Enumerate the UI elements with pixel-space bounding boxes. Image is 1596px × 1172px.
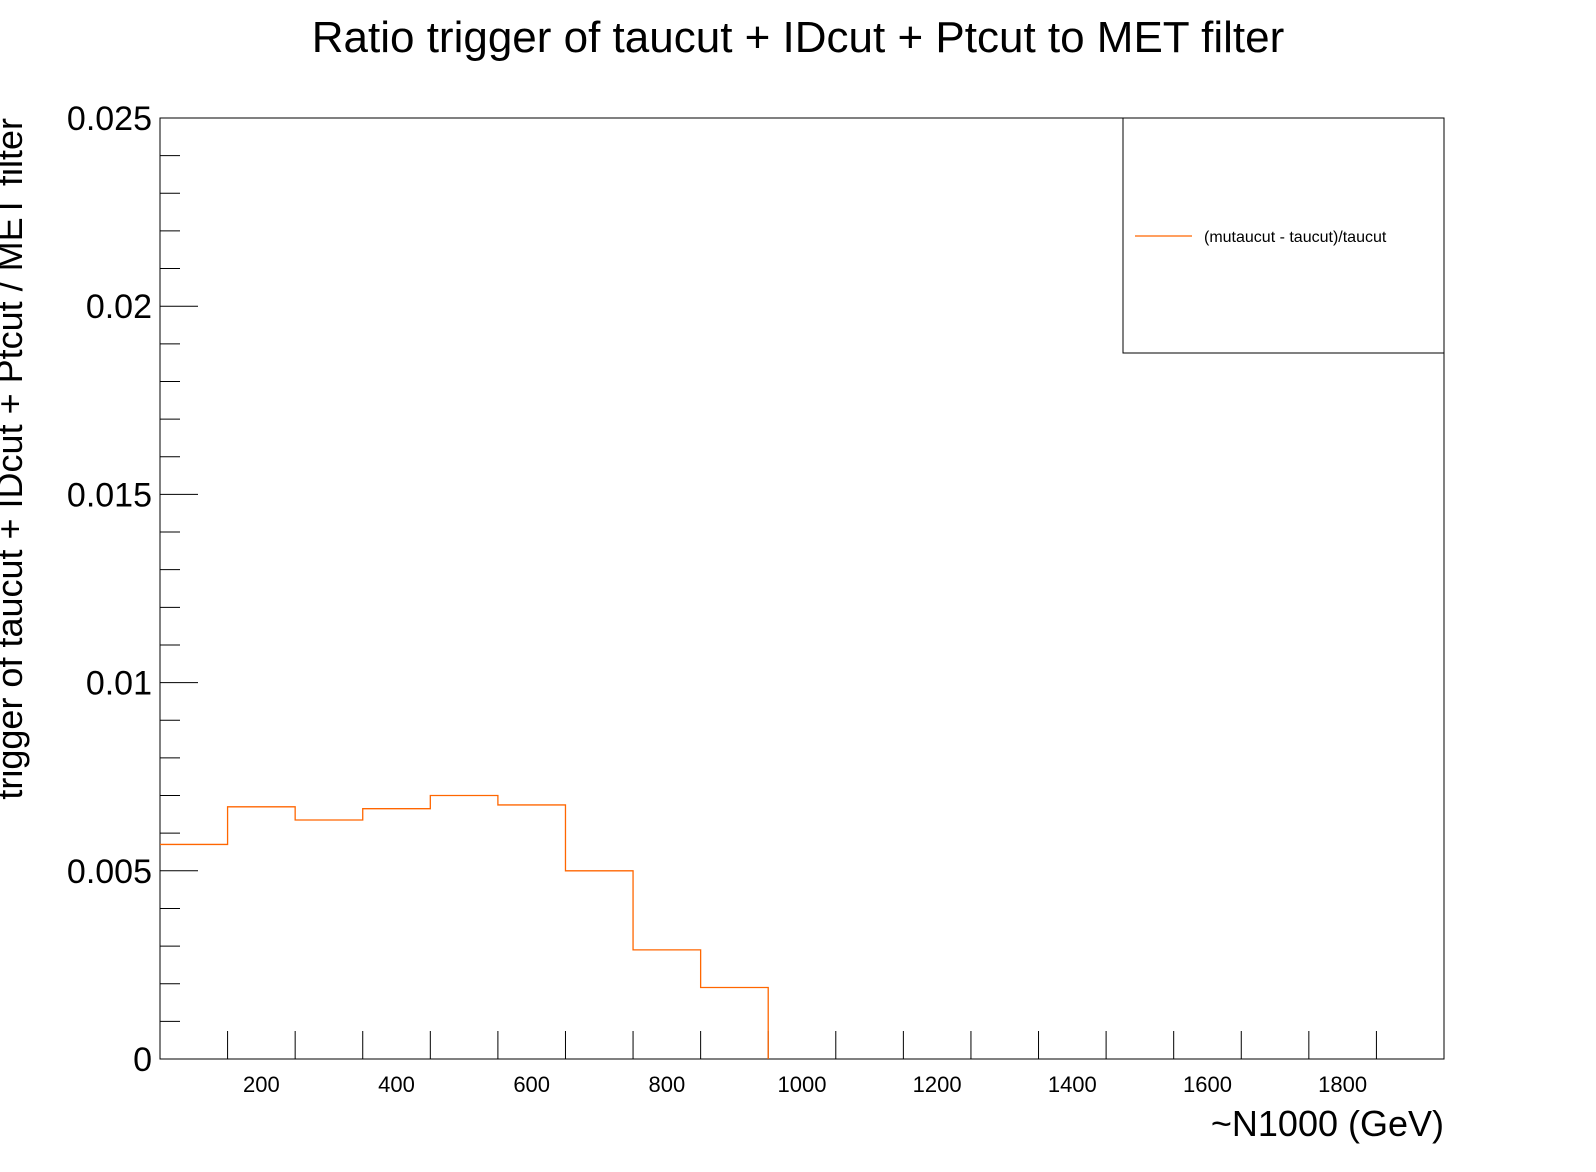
x-tick-label: 1600 xyxy=(1183,1072,1232,1097)
chart-title: Ratio trigger of taucut + IDcut + Ptcut … xyxy=(312,13,1285,62)
x-tick-label: 800 xyxy=(648,1072,685,1097)
axes xyxy=(159,117,1445,1060)
x-tick-label: 1800 xyxy=(1318,1072,1367,1097)
y-tick-label: 0.01 xyxy=(86,665,152,703)
series-layer xyxy=(160,794,769,1059)
y-tick-label: 0.005 xyxy=(67,853,152,891)
x-tick-label: 1200 xyxy=(913,1072,962,1097)
y-axis-title: trigger of taucut + IDcut + Ptcut / MET … xyxy=(0,118,30,800)
y-tick-label: 0.015 xyxy=(67,476,152,514)
x-tick-labels: 200 400 600 800 1000 1200 1400 1600 1800 xyxy=(243,1072,1367,1097)
x-tick-label: 1400 xyxy=(1048,1072,1097,1097)
legend: (mutaucut - taucut)/taucut xyxy=(1122,117,1445,354)
series-line-0 xyxy=(160,794,769,1059)
x-tick-label: 600 xyxy=(513,1072,550,1097)
legend-entry-label: (mutaucut - taucut)/taucut xyxy=(1204,229,1387,246)
x-tick-label: 200 xyxy=(243,1072,280,1097)
x-axis-title: ~N1000 (GeV) xyxy=(1211,1103,1444,1144)
y-tick-label: 0.025 xyxy=(67,100,152,138)
plot-frame xyxy=(159,117,1445,1060)
x-tick-label: 1000 xyxy=(778,1072,827,1097)
y-tick-label: 0 xyxy=(133,1041,152,1079)
y-tick-label: 0.02 xyxy=(86,288,152,326)
x-tick-label: 400 xyxy=(378,1072,415,1097)
y-tick-labels: 0 0.005 0.01 0.015 0.02 0.025 xyxy=(67,100,152,1079)
